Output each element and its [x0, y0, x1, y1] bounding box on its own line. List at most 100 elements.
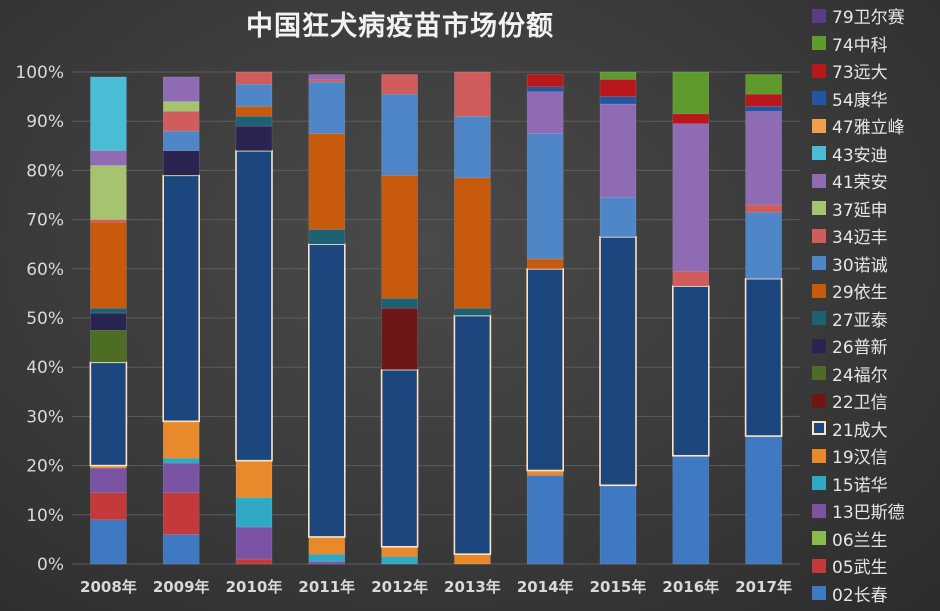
- bar-segment: [90, 312, 127, 331]
- bar-segment: [599, 103, 637, 198]
- x-tick-label: 2015年: [590, 578, 647, 596]
- bar-segment: [89, 361, 128, 467]
- bar-segment: [308, 133, 346, 230]
- y-tick-label: 20%: [26, 457, 64, 477]
- bar-segment: [162, 534, 200, 565]
- stacked-bar-plot: 0% 10% 20% 30% 40% 50% 60% 70% 80% 90% 100% 2008年 20…: [15, 63, 800, 596]
- legend-swatch: [812, 173, 826, 188]
- legend-item: 24福尔: [812, 360, 940, 388]
- bar-segment: [308, 79, 346, 83]
- bar-segment: [90, 307, 127, 314]
- legend-swatch: [812, 228, 826, 243]
- bar-segment: [90, 219, 127, 223]
- legend-item: 06兰生: [812, 525, 940, 553]
- x-tick-label: 2013年: [444, 578, 501, 596]
- legend-swatch: [812, 146, 826, 161]
- bar-segment: [381, 546, 418, 557]
- legend-swatch: [812, 421, 826, 436]
- bar-segment: [235, 115, 273, 127]
- bar-segment: [235, 71, 273, 85]
- legend-label: 34迈丰: [832, 228, 888, 249]
- legend-swatch: [812, 311, 826, 326]
- bar-segment: [308, 74, 346, 80]
- legend-item: 30诺诚: [812, 250, 940, 278]
- bar-segment: [308, 536, 346, 555]
- legend-item: 05武生: [812, 552, 940, 580]
- bar-segment: [90, 467, 127, 493]
- bar-segment: [235, 149, 273, 462]
- legend-item: 22卫信: [812, 387, 940, 415]
- x-tick-label: 2011年: [298, 578, 355, 596]
- bar-segment: [526, 475, 564, 565]
- bar-segment: [599, 71, 637, 80]
- legend-label: 15诺华: [832, 475, 888, 496]
- legend-item: 13巴斯德: [812, 497, 940, 525]
- y-tick-label: 50%: [26, 309, 64, 329]
- legend-label: 79卫尔赛: [832, 8, 905, 29]
- bar-segment: [745, 204, 782, 213]
- bar-segment: [381, 93, 418, 176]
- legend-item: 73远大: [812, 57, 940, 85]
- bar-segment: [526, 258, 564, 270]
- bar-segment: [162, 111, 200, 132]
- bar-segment: [381, 175, 418, 299]
- bar-segment: [162, 76, 200, 102]
- bar-segment: [672, 270, 710, 287]
- legend-swatch: [812, 283, 826, 298]
- legend-label: 27亚泰: [832, 310, 888, 331]
- legend-swatch: [812, 36, 826, 51]
- bar-segment: [235, 106, 273, 117]
- bar-segment: [454, 553, 491, 565]
- chart-title: 中国狂犬病疫苗市场份额: [246, 11, 554, 42]
- bar-segment: [381, 298, 418, 309]
- x-tick-label: 2009年: [153, 578, 210, 596]
- bar-segment: [381, 307, 418, 370]
- legend-swatch: [812, 201, 826, 216]
- bar-segment: [90, 519, 127, 565]
- bar-segment: [235, 125, 273, 152]
- legend-item: 47雅立峰: [812, 112, 940, 140]
- legend-label: 22卫信: [832, 393, 888, 414]
- y-tick-label: 70%: [26, 211, 64, 231]
- legend-label: 74中科: [832, 35, 888, 56]
- legend-label: 43安迪: [832, 145, 888, 166]
- x-tick-label: 2017年: [735, 578, 792, 596]
- y-tick-label: 90%: [26, 112, 64, 132]
- bar-segment: [672, 71, 710, 115]
- bar-segment: [235, 558, 273, 565]
- bar-segment: [599, 79, 637, 97]
- legend-item: 29依生: [812, 277, 940, 305]
- y-tick-label: 80%: [26, 161, 64, 181]
- legend-swatch: [812, 476, 826, 491]
- bar-segment: [381, 74, 418, 95]
- legend-label: 47雅立峰: [832, 118, 905, 139]
- x-tick-label: 2012年: [371, 578, 428, 596]
- legend-label: 73远大: [832, 63, 888, 84]
- bar-segment: [380, 368, 419, 548]
- legend-item: 54康华: [812, 85, 940, 113]
- legend-item: 37延申: [812, 195, 940, 223]
- bar-segment: [745, 211, 782, 279]
- bar-segment: [599, 236, 637, 487]
- bar-segment: [745, 111, 782, 206]
- y-tick-label: 40%: [26, 358, 64, 378]
- bar-segment: [526, 267, 565, 472]
- legend: 79卫尔赛 74中科 73远大 54康华 47雅立峰 43安迪 41荣安 37延申 34迈丰 30…: [812, 2, 940, 607]
- bar-segment: [599, 197, 637, 238]
- bar-segment: [308, 81, 346, 134]
- bar-segment: [90, 150, 127, 166]
- y-tick-label: 10%: [26, 506, 64, 526]
- legend-swatch: [812, 366, 826, 381]
- legend-swatch: [812, 393, 826, 408]
- x-tick-label: 2008年: [80, 578, 137, 596]
- legend-item: 74中科: [812, 30, 940, 58]
- bar-segment: [308, 561, 346, 565]
- bar-segment: [235, 526, 273, 560]
- bar-segment: [162, 174, 200, 423]
- bar-segment: [526, 91, 564, 134]
- bar-segment: [308, 553, 346, 562]
- bar-segment: [162, 130, 200, 152]
- legend-item: 15诺华: [812, 470, 940, 498]
- bar-segment: [454, 115, 491, 179]
- legend-swatch: [812, 531, 826, 546]
